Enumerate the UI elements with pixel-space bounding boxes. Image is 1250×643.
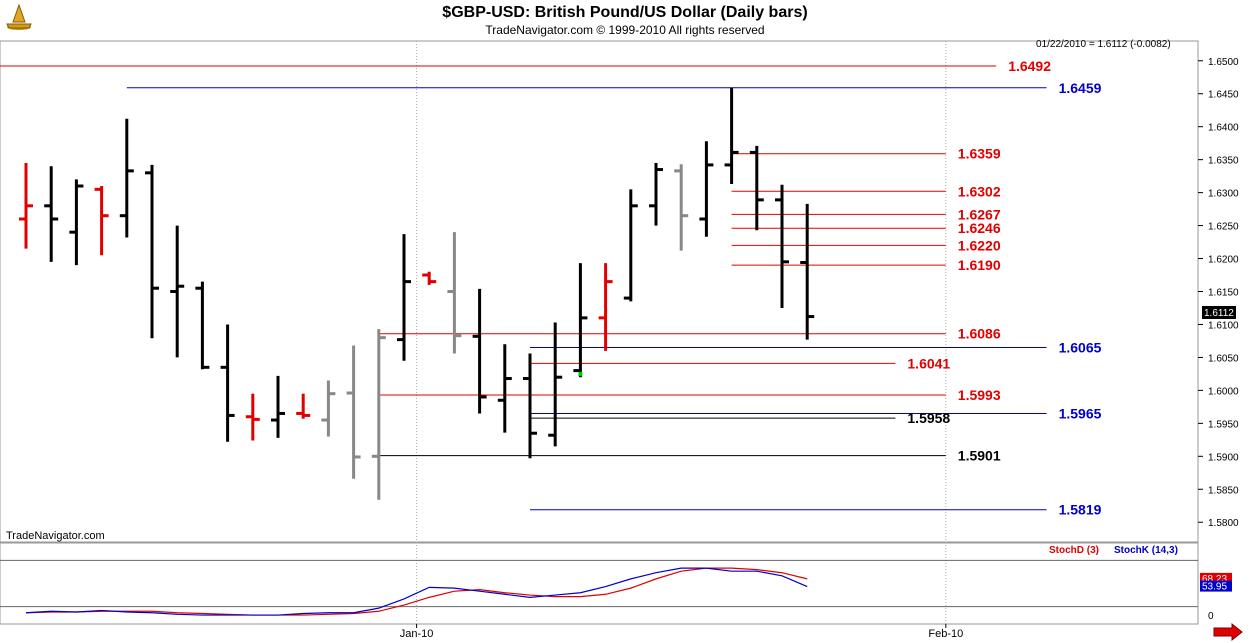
price-tick-label: 1.6150 — [1208, 288, 1239, 299]
price-tick-label: 1.6400 — [1208, 123, 1239, 134]
legend-stochd: StochD (3) — [1049, 545, 1099, 556]
ohlc-bar — [346, 345, 361, 479]
chart-header: $GBP-USD: British Pound/US Dollar (Daily… — [0, 0, 1250, 40]
ohlc-bar — [573, 263, 588, 378]
stoch-value-label: 68.23 — [1202, 574, 1227, 585]
ohlc-bar — [699, 141, 714, 237]
stoch-value-label: 53.95 — [1202, 582, 1227, 593]
ohlc-bars — [19, 87, 815, 500]
level-label: 1.6065 — [1059, 340, 1102, 356]
ohlc-bar — [245, 393, 260, 441]
oscillator-panel-border — [0, 542, 1199, 625]
stoch-tick-label: 0 — [1208, 611, 1214, 622]
date-tick-label: Jan-10 — [400, 628, 434, 640]
chart-frame — [0, 40, 1199, 625]
price-tick-label: 1.6000 — [1208, 386, 1239, 397]
level-label: 1.6246 — [958, 220, 1001, 236]
ohlc-bar — [472, 288, 487, 414]
level-label: 1.6190 — [958, 257, 1001, 273]
ohlc-bar — [170, 225, 185, 358]
price-tick-label: 1.6350 — [1208, 156, 1239, 167]
level-label: 1.6359 — [958, 146, 1001, 162]
price-tick-label: 1.6500 — [1208, 57, 1239, 68]
level-label: 1.5819 — [1059, 502, 1102, 518]
last-price-tag: 1.6112 — [1202, 306, 1236, 319]
ohlc-bar — [800, 203, 815, 340]
ohlc-bar — [649, 162, 663, 226]
ohlc-bar — [94, 186, 109, 256]
chart-subtitle: TradeNavigator.com © 1999-2010 All right… — [485, 23, 765, 37]
ohlc-bar — [44, 166, 59, 262]
stoch-series-line — [25, 567, 808, 616]
ohlc-bar — [321, 380, 336, 437]
ohlc-bar — [523, 353, 537, 459]
level-label: 1.5901 — [958, 448, 1001, 464]
level-label: 1.6041 — [907, 355, 950, 371]
ohlc-bar — [623, 189, 638, 302]
price-tick-label: 1.6100 — [1208, 320, 1239, 331]
ohlc-bar — [674, 164, 689, 251]
signal-marker — [578, 371, 583, 376]
main-panel-border — [0, 40, 1199, 543]
date-axis: Jan-10 Feb-10 — [400, 624, 963, 640]
level-label: 1.6267 — [958, 206, 1001, 222]
ohlc-bar — [119, 118, 134, 238]
ohlc-bar — [195, 281, 210, 370]
ohlc-bar — [598, 263, 613, 351]
level-label: 1.5958 — [907, 410, 950, 426]
price-tick-label: 1.5850 — [1208, 485, 1239, 496]
ohlc-bar — [371, 329, 386, 500]
price-readout: 01/22/2010 = 1.6112 (-0.0082) — [1036, 39, 1171, 50]
level-label: 1.6492 — [1008, 58, 1051, 74]
watermark-text: TradeNavigator.com — [6, 530, 105, 542]
ohlc-bar — [69, 179, 84, 266]
stoch-series-line — [25, 567, 808, 616]
ohlc-bar — [497, 344, 512, 433]
price-tick-label: 1.6200 — [1208, 255, 1239, 266]
ohlc-bar — [145, 164, 159, 339]
stoch-value-tag — [1200, 580, 1232, 592]
stoch-legend: StochD (3) StochK (14,3) — [1049, 545, 1178, 556]
level-lines: 1.6492 1.6459 1.6359 1.6302 1.62671.62461.62… — [0, 58, 1102, 518]
chart-grid — [416, 41, 947, 624]
level-label: 1.6302 — [958, 183, 1001, 199]
ohlc-bar — [397, 234, 411, 361]
level-label: 1.6459 — [1059, 80, 1102, 96]
ohlc-bar — [422, 271, 437, 285]
price-tick-label: 1.5900 — [1208, 452, 1239, 463]
ohlc-bar — [271, 375, 285, 438]
scroll-right-icon[interactable] — [1213, 622, 1243, 642]
price-tick-label: 1.6450 — [1208, 90, 1239, 101]
ohlc-bar — [447, 232, 462, 354]
legend-stochk: StochK (14,3) — [1114, 545, 1178, 556]
chart-title: $GBP-USD: British Pound/US Dollar (Daily… — [442, 4, 808, 21]
last-price-label: 1.6112 — [1204, 308, 1234, 319]
level-label: 1.6086 — [958, 326, 1001, 342]
ohlc-bar — [775, 184, 789, 308]
stoch-value-tag — [1200, 572, 1232, 584]
level-label: 1.6220 — [958, 237, 1001, 253]
ohlc-bar — [19, 162, 33, 249]
ohlc-bar — [548, 322, 563, 447]
level-label: 1.5993 — [958, 387, 1001, 403]
ohlc-bar — [724, 87, 739, 185]
price-tick-label: 1.5950 — [1208, 419, 1239, 430]
date-tick-label: Feb-10 — [928, 628, 963, 640]
ohlc-bar — [220, 324, 235, 442]
price-tick-label: 1.6300 — [1208, 189, 1239, 200]
price-tick-label: 1.6050 — [1208, 353, 1239, 364]
price-tick-label: 1.5800 — [1208, 518, 1239, 529]
price-axis[interactable]: 1.6500 1.6450 1.6400 1.6350 1.6300 1.6250 1.62… — [1198, 57, 1239, 529]
ohlc-bar — [749, 145, 764, 231]
ohlc-bar — [296, 393, 311, 419]
trade-navigator-logo-icon — [4, 2, 34, 37]
level-label: 1.5965 — [1059, 405, 1102, 421]
price-tick-label: 1.6250 — [1208, 222, 1239, 233]
